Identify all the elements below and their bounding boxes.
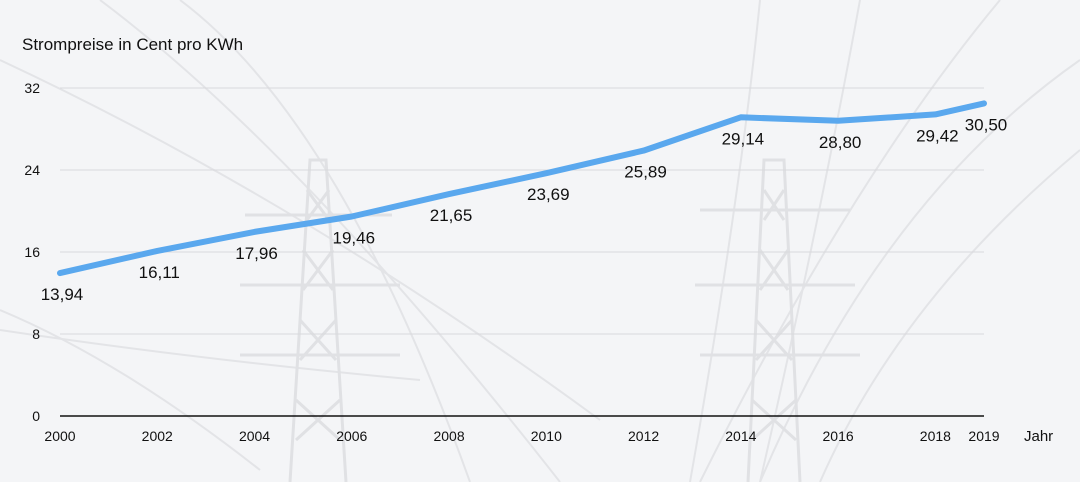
x-tick-label: 2018 xyxy=(920,428,951,444)
data-label: 16,11 xyxy=(139,263,180,282)
y-tick-label: 0 xyxy=(32,408,40,424)
x-tick-label: 2008 xyxy=(433,428,464,444)
y-axis-ticks: 0 8 16 24 32 xyxy=(24,80,40,424)
data-label: 29,42 xyxy=(916,126,959,145)
data-label: 19,46 xyxy=(333,229,376,248)
x-tick-label: 2014 xyxy=(725,428,756,444)
y-tick-label: 24 xyxy=(24,162,40,178)
pylon-right xyxy=(695,158,860,482)
x-axis-label: Jahr xyxy=(1024,428,1053,445)
x-tick-label: 2019 xyxy=(968,428,999,444)
data-label: 29,14 xyxy=(722,129,765,148)
y-tick-label: 16 xyxy=(24,244,40,260)
series-line xyxy=(57,100,987,277)
data-label: 30,50 xyxy=(965,115,1008,134)
x-tick-label: 2006 xyxy=(336,428,367,444)
x-tick-label: 2012 xyxy=(628,428,659,444)
x-tick-label: 2002 xyxy=(142,428,173,444)
x-tick-label: 2000 xyxy=(44,428,75,444)
x-tick-label: 2004 xyxy=(239,428,270,444)
y-axis-label: Strompreise in Cent pro KWh xyxy=(22,35,243,54)
gridlines xyxy=(60,87,984,335)
y-tick-label: 8 xyxy=(32,326,40,342)
data-label: 23,69 xyxy=(527,185,570,204)
x-tick-label: 2016 xyxy=(823,428,854,444)
y-tick-label: 32 xyxy=(24,80,40,96)
x-tick-label: 2010 xyxy=(531,428,562,444)
data-label: 21,65 xyxy=(430,206,473,225)
pylon-left xyxy=(240,158,400,482)
data-label: 28,80 xyxy=(819,133,862,152)
x-axis-ticks: 2000 2002 2004 2006 2008 2010 2012 2014 2016 2018… xyxy=(44,428,999,444)
data-labels: 13,94 16,11 17,96 19,46 21,65 23,69 25,89 29,14… xyxy=(41,115,1008,304)
data-label: 17,96 xyxy=(235,244,278,263)
data-label: 13,94 xyxy=(41,285,84,304)
data-label: 25,89 xyxy=(624,163,667,182)
